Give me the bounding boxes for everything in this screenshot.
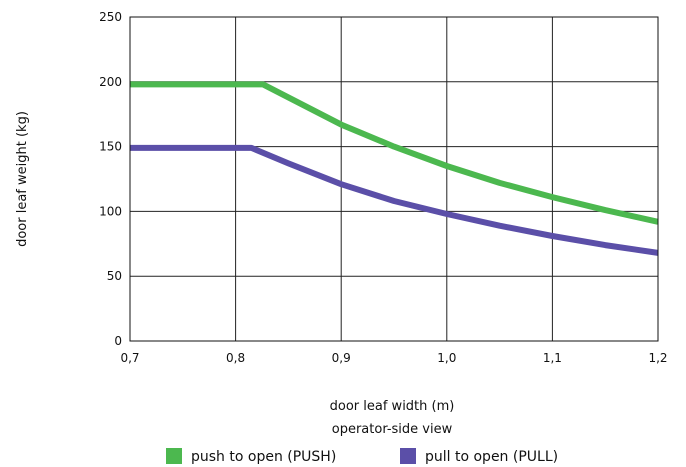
x-tick-label: 0,9 <box>332 351 351 365</box>
y-tick-label: 200 <box>99 75 122 89</box>
y-axis-title: door leaf weight (kg) <box>15 111 30 247</box>
x-tick-label: 0,7 <box>120 351 139 365</box>
x-tick-label: 1,1 <box>543 351 562 365</box>
legend: push to open (PUSH) pull to open (PULL) <box>166 448 558 465</box>
legend-swatch-pull <box>400 448 416 464</box>
legend-label-push: push to open (PUSH) <box>191 449 336 465</box>
y-tick-label: 0 <box>114 334 122 348</box>
x-tick-label: 1,0 <box>437 351 456 365</box>
series-line-pull <box>130 144 659 256</box>
legend-swatch-push <box>166 448 182 464</box>
chart-subtitle: operator-side view <box>332 422 453 437</box>
legend-label-pull: pull to open (PULL) <box>425 449 558 465</box>
grid <box>129 16 659 342</box>
x-tick-label: 1,2 <box>648 351 667 365</box>
x-axis-title: door leaf width (m) <box>330 399 455 414</box>
y-tick-label: 50 <box>107 269 122 283</box>
y-tick-label: 150 <box>99 140 122 154</box>
x-tick-label: 0,8 <box>226 351 245 365</box>
tick-labels: 0,7 0,8 0,9 1,0 1,1 1,2 0 50 100 150 200 250 <box>99 10 667 365</box>
series-lines <box>130 81 659 256</box>
y-tick-label: 250 <box>99 10 122 24</box>
y-tick-label: 100 <box>99 204 122 218</box>
series-line-push <box>130 81 659 225</box>
plot-frame <box>129 16 659 342</box>
